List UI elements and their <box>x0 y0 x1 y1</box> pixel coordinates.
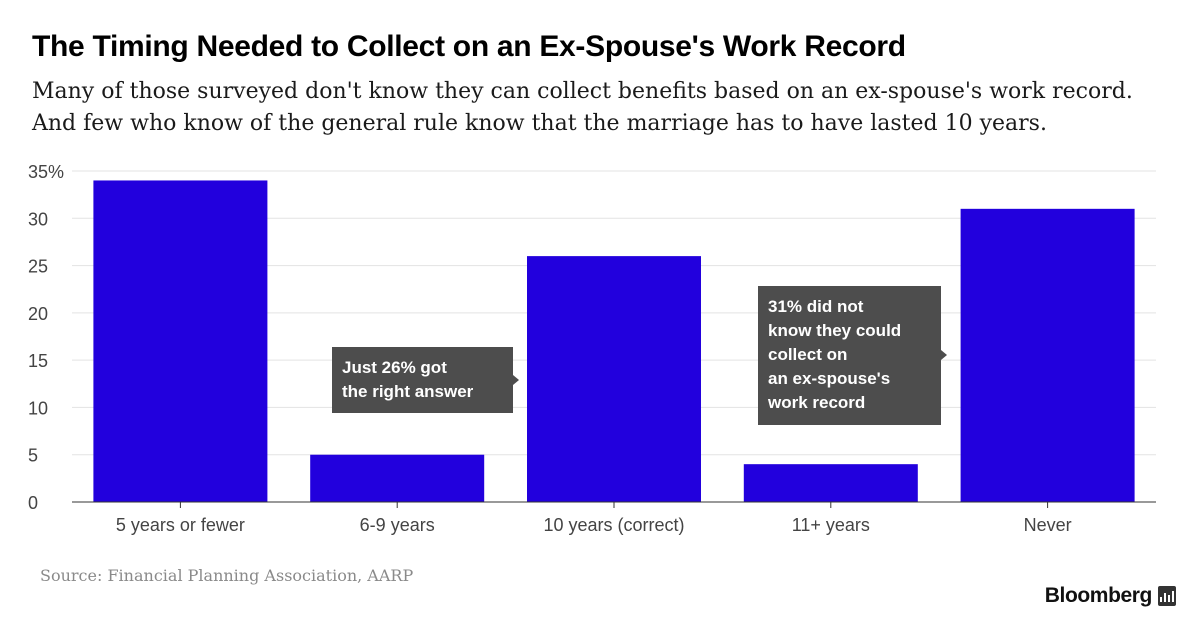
annotation-line: work record <box>768 393 866 412</box>
annotation-line: know they could <box>768 321 902 340</box>
bar <box>527 256 701 502</box>
annotation-line: an ex-spouse's <box>768 369 891 388</box>
x-tick-label: 10 years (correct) <box>543 515 684 535</box>
chart-subtitle: Many of those surveyed don't know they c… <box>32 76 1182 140</box>
y-tick-label: 25 <box>28 257 48 277</box>
bar <box>960 208 1135 503</box>
y-tick-label: 15 <box>28 351 48 371</box>
bloomberg-chart-icon <box>1158 586 1176 606</box>
annotation-line: collect on <box>768 345 848 364</box>
y-tick-label: 0 <box>28 493 38 513</box>
annotation-line: the right answer <box>342 382 474 401</box>
brand-logo: Bloomberg <box>1045 584 1176 608</box>
source-note: Source: Financial Planning Association, … <box>40 566 414 585</box>
x-tick-label: Never <box>1024 515 1072 535</box>
annotation-pointer-icon <box>941 350 947 360</box>
y-tick-label: 20 <box>28 304 48 324</box>
y-tick-label: 30 <box>28 209 48 229</box>
bar <box>743 464 918 502</box>
x-tick-label: 5 years or fewer <box>116 515 245 535</box>
x-tick-label: 6-9 years <box>360 515 435 535</box>
subtitle-line: Many of those surveyed don't know they c… <box>32 79 1133 104</box>
y-tick-label: 5 <box>28 446 38 466</box>
subtitle-line: And few who know of the general rule kno… <box>32 111 1047 136</box>
bar-chart: 0 5 10 15 20 25 30 35% 5 years or fewer 6-9 years… <box>28 162 1156 535</box>
chart-title: The Timing Needed to Collect on an Ex-Sp… <box>32 30 906 63</box>
y-tick-label: 10 <box>28 398 48 418</box>
brand-name: Bloomberg <box>1044 584 1153 607</box>
annotation-correct-answer: Just 26% got the right answer <box>332 347 519 413</box>
annotation-line: 31% did not <box>768 297 864 316</box>
x-tick-label: 11+ years <box>792 515 870 535</box>
bar <box>310 454 485 502</box>
annotation-pointer-icon <box>513 375 519 385</box>
annotation-line: Just 26% got <box>342 358 447 377</box>
annotation-did-not-know: 31% did not know they could collect on a… <box>758 286 947 425</box>
y-tick-label: 35% <box>28 162 64 182</box>
bar <box>93 180 268 502</box>
